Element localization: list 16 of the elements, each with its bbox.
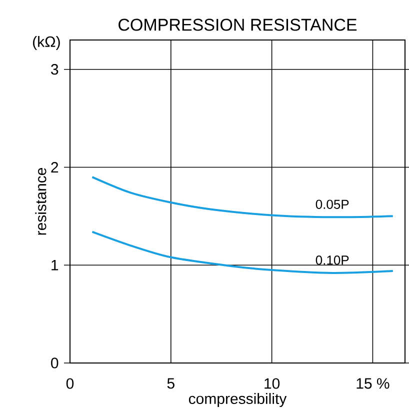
series-label: 0.05P xyxy=(316,200,349,209)
y-tick-label: 2 xyxy=(51,162,58,172)
text: (kΩ) xyxy=(33,36,60,50)
series-label: 0.10P xyxy=(316,256,349,265)
x-tick-label: 0 xyxy=(66,378,74,389)
x-tick-label: 10 xyxy=(264,378,280,389)
y-tick-label: 3 xyxy=(51,64,58,75)
line-series xyxy=(91,230,394,274)
line-series xyxy=(91,176,394,218)
x-axis-title: compressibility xyxy=(188,393,287,407)
y-tick-label: 1 xyxy=(52,260,58,270)
x-tick-label: 15 % xyxy=(356,378,390,389)
y-axis-title: resistance xyxy=(35,168,46,235)
chart-title: COMPRESSION RESISTANCE xyxy=(118,18,357,31)
x-tick-label: 5 xyxy=(167,378,174,389)
y-tick-label: 0 xyxy=(51,358,58,368)
